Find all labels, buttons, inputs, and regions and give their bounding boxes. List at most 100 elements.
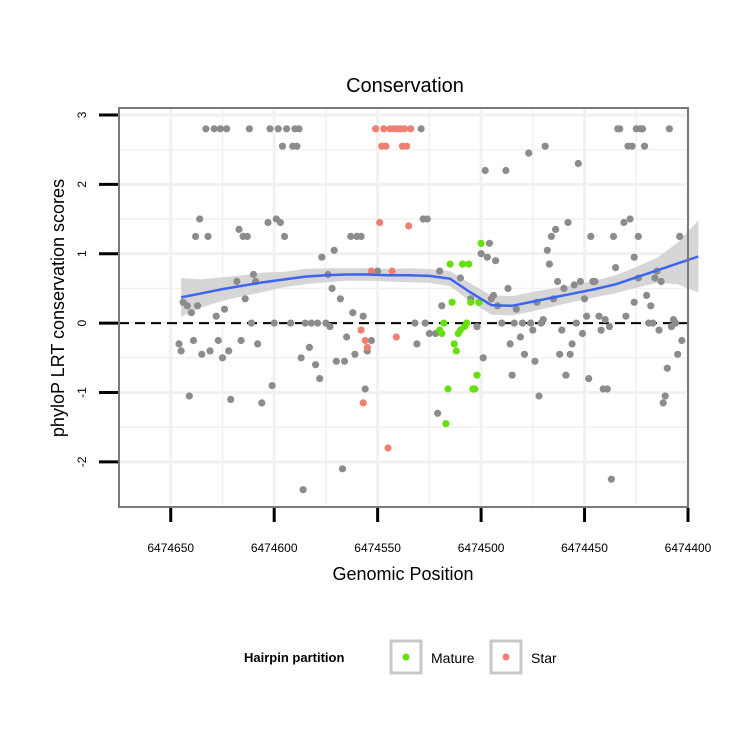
point-other: [332, 357, 340, 365]
point-other: [411, 319, 419, 327]
x-axis: 6474650 6474600 6474550 6474500 6474450 64744…: [147, 508, 712, 555]
point-other: [270, 319, 278, 327]
point-other: [241, 295, 249, 303]
point-other: [570, 281, 578, 289]
point-other: [492, 257, 500, 265]
point-other: [510, 319, 518, 327]
point-other: [301, 319, 309, 327]
point-other: [558, 326, 566, 334]
point-other: [278, 142, 287, 150]
point-other: [340, 357, 349, 365]
point-mature: [440, 319, 448, 327]
point-other: [220, 305, 229, 313]
y-axis-title: phyloP LRT conservation scores: [48, 179, 68, 437]
point-other: [326, 323, 334, 331]
point-star: [363, 343, 371, 351]
point-other: [283, 125, 291, 133]
point-other: [192, 232, 200, 240]
series-other: [175, 125, 686, 494]
point-other: [225, 347, 233, 355]
x-tick-label: 6474600: [251, 541, 298, 555]
point-star: [384, 444, 392, 452]
point-other: [237, 336, 245, 345]
point-star: [359, 399, 367, 407]
confidence-band: [181, 220, 699, 317]
point-other: [214, 336, 222, 345]
point-other: [539, 316, 547, 324]
point-other: [531, 357, 539, 365]
point-other: [676, 232, 684, 240]
point-other: [607, 475, 616, 483]
point-other: [657, 277, 665, 286]
point-other: [672, 319, 680, 327]
point-mature: [458, 260, 467, 268]
point-other: [189, 336, 198, 345]
point-other: [258, 399, 266, 407]
point-star: [376, 218, 384, 227]
y-tick-label: -1: [75, 387, 89, 398]
point-other: [543, 246, 551, 254]
point-other: [562, 371, 570, 379]
y-tick-label: 3: [75, 111, 89, 118]
point-other: [674, 350, 682, 358]
legend-marker-star: [502, 653, 510, 661]
x-tick-label: 6474550: [354, 541, 401, 555]
point-other: [547, 232, 556, 240]
point-other: [620, 218, 628, 227]
point-other: [479, 354, 487, 362]
x-axis-title: Genomic Position: [332, 564, 473, 584]
point-star: [382, 142, 390, 150]
point-mature: [450, 340, 458, 348]
point-other: [498, 319, 506, 327]
point-other: [477, 250, 485, 258]
point-star: [400, 125, 409, 133]
point-other: [566, 350, 574, 358]
point-other: [504, 284, 512, 292]
point-other: [175, 340, 183, 348]
point-star: [361, 336, 369, 345]
point-other: [351, 350, 359, 358]
point-other: [527, 319, 535, 327]
point-other: [651, 274, 659, 282]
point-other: [196, 215, 204, 223]
point-other: [314, 319, 322, 327]
point-other: [541, 142, 549, 150]
point-mature: [477, 239, 485, 247]
point-other: [305, 343, 313, 351]
y-tick-label: -2: [75, 456, 89, 467]
point-other: [595, 312, 603, 320]
point-other: [245, 125, 253, 133]
point-other: [359, 312, 367, 320]
point-other: [643, 291, 651, 299]
legend-label-mature: Mature: [431, 650, 475, 666]
point-other: [597, 326, 605, 334]
point-other: [483, 253, 491, 261]
point-other: [338, 465, 347, 473]
legend-label-star: Star: [531, 650, 557, 666]
point-star: [405, 222, 413, 230]
point-other: [473, 323, 481, 331]
point-other: [204, 232, 212, 240]
point-other: [210, 125, 218, 133]
point-star: [357, 326, 365, 334]
legend-entry-mature: Mature: [389, 639, 475, 675]
point-other: [295, 125, 303, 133]
series-mature: [436, 239, 485, 428]
point-other: [626, 215, 634, 223]
point-other: [297, 354, 305, 362]
point-other: [316, 375, 324, 383]
data-points: [175, 125, 686, 494]
point-other: [574, 159, 582, 168]
point-other: [634, 232, 642, 240]
point-other: [663, 364, 671, 372]
point-mature: [473, 371, 481, 379]
point-other: [287, 319, 295, 327]
point-other: [361, 385, 369, 393]
point-other: [336, 295, 344, 303]
point-other: [434, 409, 442, 417]
point-other: [223, 125, 231, 133]
point-other: [560, 284, 568, 292]
point-other: [436, 267, 444, 275]
point-other: [438, 302, 446, 310]
point-other: [249, 270, 258, 279]
